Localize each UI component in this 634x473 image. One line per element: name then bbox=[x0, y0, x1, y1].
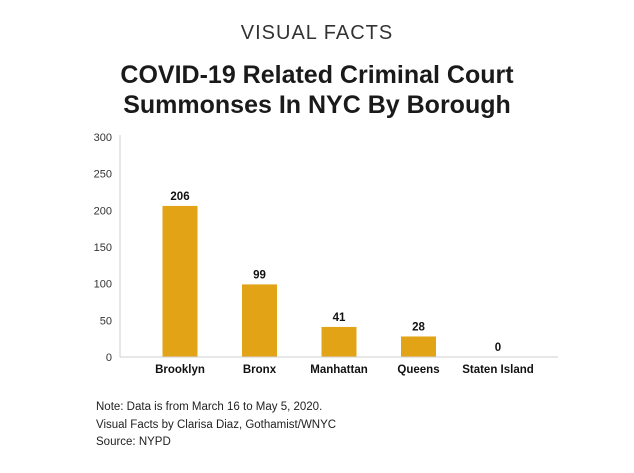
note-source: Source: NYPD bbox=[96, 436, 171, 448]
category-label: Queens bbox=[397, 364, 439, 376]
y-tick-label: 200 bbox=[94, 205, 112, 217]
category-label: Manhattan bbox=[310, 364, 368, 376]
x-axis: Brooklyn Bronx Manhattan Queens Staten Islan… bbox=[120, 356, 558, 376]
footnotes: Note: Data is from March 16 to May 5, 20… bbox=[96, 399, 336, 452]
y-tick-label: 100 bbox=[94, 279, 112, 291]
note-credit: Visual Facts by Clarisa Diaz, Gothamist/… bbox=[96, 418, 337, 431]
y-tick-label: 0 bbox=[106, 352, 112, 364]
note-date-range: Note: Data is from March 16 to May 5, 20… bbox=[96, 401, 323, 413]
bar bbox=[401, 336, 436, 357]
y-axis: 0 50 100 150 200 250 300 bbox=[94, 132, 121, 364]
y-tick-label: 250 bbox=[94, 169, 112, 181]
bar bbox=[321, 326, 357, 357]
kicker-label: VISUAL FACTS bbox=[240, 22, 394, 44]
chart-title-line2: Summonses In NYC By Borough bbox=[123, 91, 511, 119]
bar-value-label: 41 bbox=[333, 312, 346, 324]
y-tick-label: 300 bbox=[94, 132, 112, 144]
bar-value-label: 206 bbox=[170, 191, 189, 203]
category-label: Brooklyn bbox=[155, 364, 205, 376]
category-label: Bronx bbox=[243, 364, 277, 376]
y-tick-label: 150 bbox=[94, 242, 112, 254]
bar-value-label: 0 bbox=[495, 342, 501, 354]
bars: 206 99 41 28 0 bbox=[162, 191, 501, 357]
chart-title: COVID-19 Related Criminal Court Summonse… bbox=[0, 60, 634, 120]
chart-title-line1: COVID-19 Related Criminal Court bbox=[120, 61, 514, 89]
bar-value-label: 99 bbox=[253, 269, 266, 281]
bar bbox=[162, 205, 198, 357]
bar-value-label: 28 bbox=[412, 321, 425, 333]
y-tick-label: 50 bbox=[100, 315, 112, 327]
bar bbox=[242, 284, 277, 357]
category-label: Staten Island bbox=[462, 364, 534, 376]
